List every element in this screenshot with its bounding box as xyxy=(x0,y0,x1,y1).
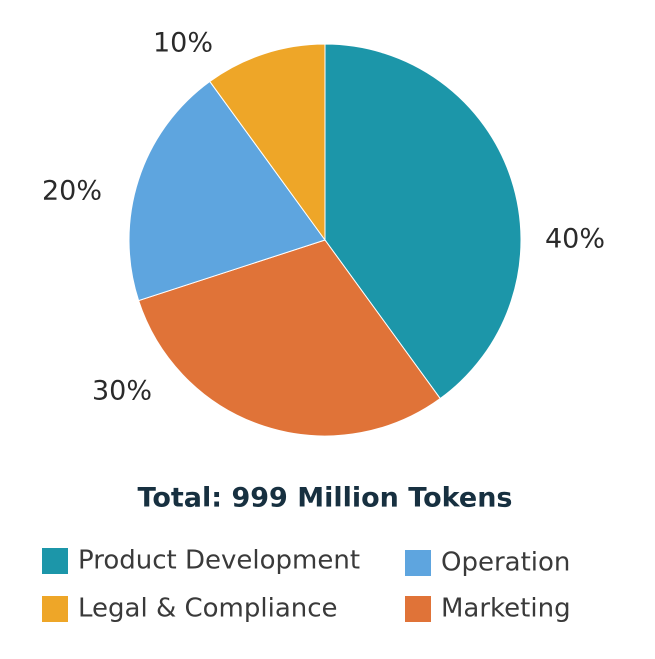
legend-swatch xyxy=(405,550,431,576)
pie-slice xyxy=(324,43,522,400)
slice-label: 20% xyxy=(42,176,102,207)
chart-title: Total: 999 Million Tokens xyxy=(138,483,513,514)
slice-label: 10% xyxy=(153,28,213,59)
legend-swatch xyxy=(42,596,68,622)
pie-slice xyxy=(137,239,441,437)
slice-label: 40% xyxy=(545,224,605,255)
legend-swatch xyxy=(42,548,68,574)
legend-label: Product Development xyxy=(78,546,360,576)
legend-swatch xyxy=(405,596,431,622)
slice-label: 30% xyxy=(92,376,152,407)
pie-slice xyxy=(128,80,326,302)
legend-label: Legal & Compliance xyxy=(78,594,338,624)
pie-slice xyxy=(209,43,326,242)
legend-label: Marketing xyxy=(441,594,571,624)
legend-label: Operation xyxy=(441,548,570,578)
